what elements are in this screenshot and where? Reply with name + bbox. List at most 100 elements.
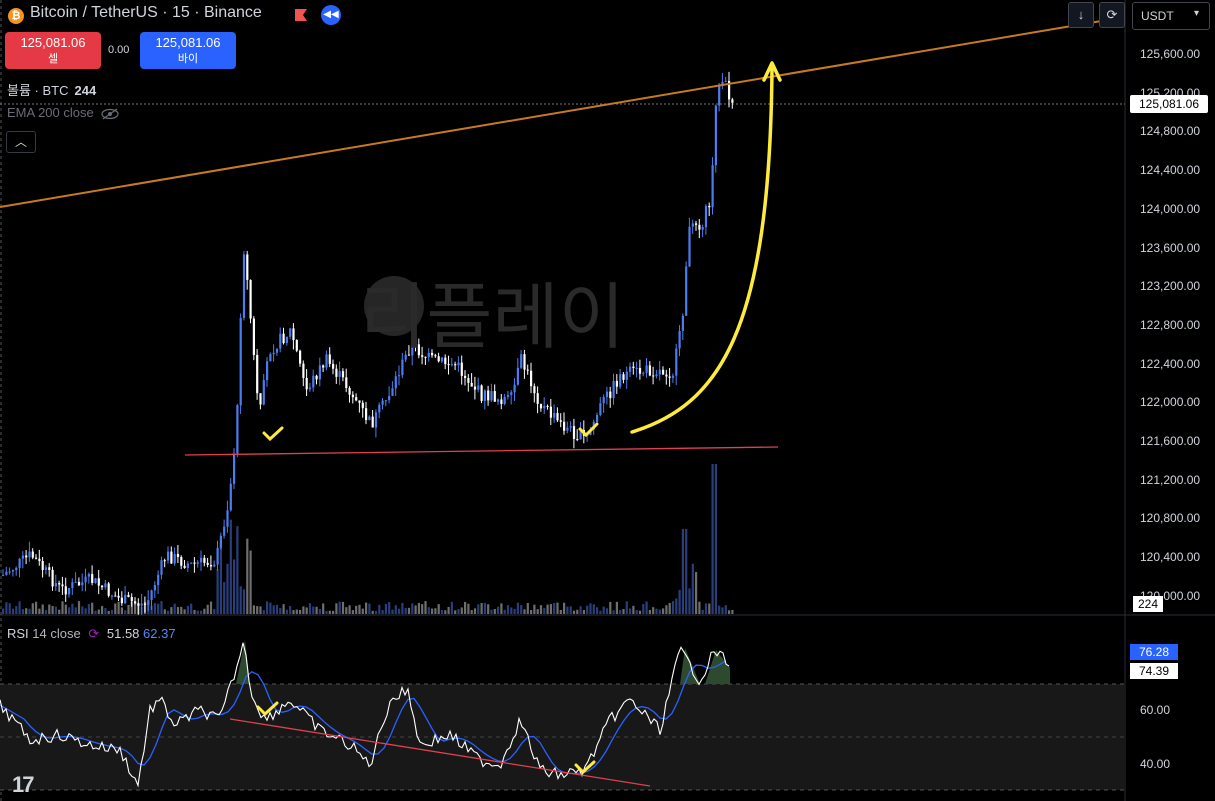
volume-bar — [431, 608, 434, 614]
volume-bar — [530, 610, 533, 614]
volume-bar — [516, 602, 519, 614]
candle-body — [510, 392, 513, 395]
volume-bar — [655, 608, 658, 614]
volume-bar — [315, 606, 318, 614]
volume-bar — [279, 608, 282, 614]
rsi-tag-blue: 76.28 — [1130, 644, 1178, 660]
rsi-tick-40: 40.00 — [1140, 757, 1171, 771]
volume-bar — [84, 608, 87, 614]
volume-bar — [71, 603, 74, 614]
candle-body — [473, 386, 477, 390]
rsi-ma-line — [0, 660, 727, 775]
candle-body — [434, 355, 437, 357]
rsi-overbought-fill — [236, 640, 730, 684]
candle-body — [216, 547, 219, 565]
candle-body — [101, 585, 104, 588]
rsi-tag-white: 74.39 — [1130, 663, 1178, 679]
download-button[interactable]: ↓ — [1068, 2, 1094, 28]
ema-legend[interactable]: EMA 200 close — [7, 105, 119, 120]
candle-body — [655, 374, 658, 377]
candle-body — [84, 576, 87, 583]
volume-bar — [407, 607, 411, 614]
volume-bar — [203, 608, 206, 614]
checkmark-annotation — [256, 701, 279, 717]
volume-bar — [477, 604, 480, 614]
volume-bar — [615, 601, 618, 614]
volume-bar — [497, 606, 500, 614]
volume-bars — [2, 464, 734, 614]
candle-body — [140, 603, 143, 606]
volume-bar — [302, 606, 305, 614]
sync-button[interactable]: ⟳ — [1099, 2, 1125, 28]
currency-select[interactable]: USDT ▾ — [1132, 2, 1210, 30]
candle-body — [711, 165, 714, 208]
volume-bar — [599, 610, 602, 614]
price-tick: 125,600.00 — [1140, 47, 1201, 61]
candle-body — [117, 595, 120, 598]
volume-bar — [609, 601, 612, 614]
rsi-settings-icon[interactable]: ⟳ — [88, 626, 100, 641]
buy-button[interactable]: 125,081.06 바이 — [140, 32, 236, 69]
candle-body — [437, 356, 440, 362]
candle-body — [163, 560, 166, 562]
candle-body — [219, 535, 222, 548]
candle-body — [414, 343, 417, 345]
last-price-tag: 125,081.06 — [1130, 95, 1208, 113]
candle-body — [87, 574, 90, 577]
candle-body — [411, 343, 414, 356]
buy-price: 125,081.06 — [155, 35, 221, 50]
candle-body — [196, 562, 199, 564]
candle-body — [15, 567, 18, 571]
volume-bar — [417, 602, 420, 614]
candle-body — [209, 564, 213, 567]
candle-body — [714, 105, 717, 166]
collapse-legend-button[interactable]: ︿ — [6, 131, 36, 153]
volume-bar — [91, 602, 94, 614]
candle-body — [64, 586, 67, 595]
candle-body — [351, 394, 354, 398]
volume-bar — [460, 607, 463, 614]
support-line[interactable] — [184, 446, 779, 456]
volume-bar — [731, 609, 734, 614]
sell-button[interactable]: 125,081.06 셀 — [5, 32, 101, 69]
volume-bar — [35, 601, 38, 614]
volume-bar — [38, 608, 41, 614]
candle-body — [668, 376, 671, 378]
replay-icon[interactable]: ◀◀ — [321, 5, 341, 25]
volume-bar — [543, 608, 546, 614]
volume-bar — [523, 609, 526, 614]
volume-legend[interactable]: 볼륨 · BTC 244 — [7, 80, 96, 99]
candle-body — [546, 405, 549, 407]
resistance-trendline[interactable] — [0, 16, 1126, 208]
volume-bar — [635, 610, 638, 614]
eye-hidden-icon[interactable] — [101, 108, 119, 120]
replay-watermark-icon — [364, 276, 424, 336]
candle-body — [701, 227, 704, 230]
volume-bar — [546, 604, 549, 614]
candle-body — [269, 354, 272, 362]
symbol-title[interactable]: Bitcoin / TetherUS · 15 · Binance — [30, 4, 262, 21]
volume-bar — [388, 602, 391, 614]
candle-body — [137, 603, 140, 606]
candle-body — [104, 583, 107, 588]
candle-body — [398, 375, 401, 377]
candle-body — [493, 391, 496, 402]
candle-body — [97, 578, 100, 586]
volume-bar — [226, 563, 229, 614]
volume-bar — [97, 609, 100, 614]
volume-bar — [213, 608, 216, 614]
volume-bar — [41, 604, 44, 614]
candle-body — [68, 588, 71, 595]
candle-body — [180, 557, 183, 566]
candle-body — [256, 354, 259, 394]
tradingview-logo[interactable]: 17 — [12, 772, 35, 797]
sell-label: 셀 — [47, 53, 59, 65]
volume-bar — [612, 610, 615, 614]
candle-body — [318, 365, 321, 380]
candle-body — [308, 387, 312, 390]
flag-icon[interactable] — [294, 8, 308, 22]
rsi-legend[interactable]: RSI 14 close ⟳ 51.58 62.37 — [7, 626, 176, 642]
volume-bar — [520, 605, 523, 614]
candle-body — [374, 412, 378, 428]
